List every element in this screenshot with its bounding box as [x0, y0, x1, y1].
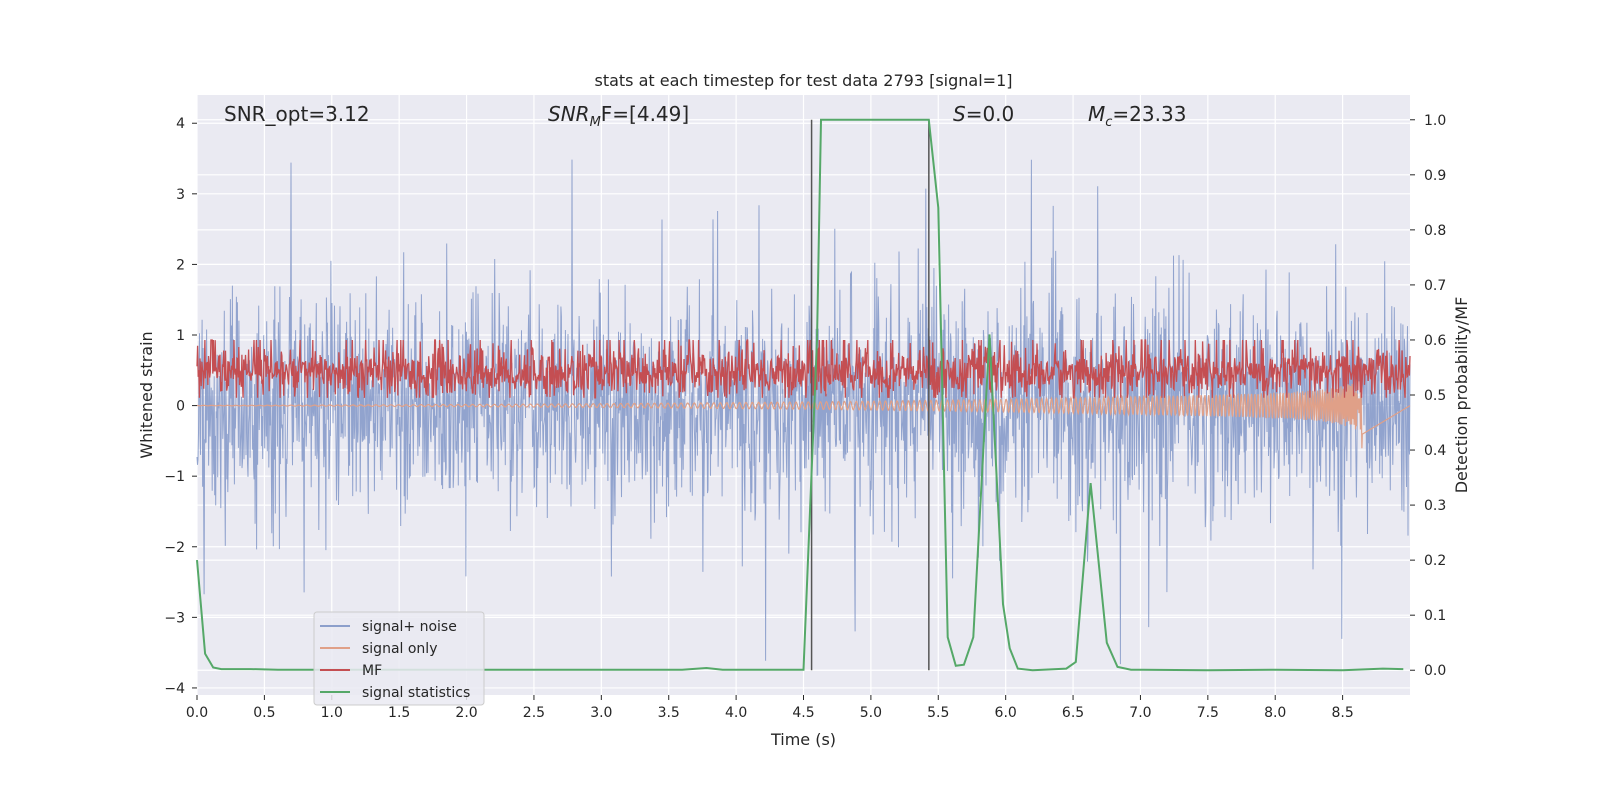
- vertical-markers: [810, 119, 930, 671]
- annotation-mc-rest: =23.33: [1112, 102, 1186, 126]
- annotation-snr-mf: SNRMF=[4.49]: [548, 102, 689, 130]
- annotation-mc-main: M: [1088, 102, 1105, 126]
- y-right-tick-label: 0.2: [1424, 553, 1446, 569]
- y-right-tick-label: 0.6: [1424, 333, 1446, 349]
- grid: [196, 95, 1410, 695]
- annotation-snr-mf-rest: F=[4.49]: [601, 102, 689, 126]
- y-left-tick-label: −3: [164, 610, 185, 626]
- annotation-s: S=0.0: [953, 102, 1014, 126]
- chart-title: stats at each timestep for test data 279…: [594, 71, 1012, 90]
- annotation-s-main: S: [953, 102, 966, 126]
- x-tick-label: 5.0: [860, 705, 882, 721]
- annotation-s-rest: =0.0: [966, 102, 1015, 126]
- x-tick-label: 8.5: [1331, 705, 1353, 721]
- x-tick-label: 4.5: [792, 705, 814, 721]
- axes: 0.0 0.5 1.0 1.5 2.0 2.5 3.0 3.5 4.0 4.5 5.0 5.5 6.0 6…: [164, 113, 1446, 721]
- y-right-tick-label: 0.9: [1424, 168, 1446, 184]
- x-tick-label: 0.5: [253, 705, 275, 721]
- y-right-tick-label: 0.1: [1424, 608, 1446, 624]
- x-tick-label: 7.0: [1129, 705, 1151, 721]
- x-tick-label: 1.5: [388, 705, 410, 721]
- y-left-tick-label: 2: [176, 257, 185, 273]
- x-tick-label: 2.5: [523, 705, 545, 721]
- y-right-tick-label: 0.4: [1424, 443, 1446, 459]
- x-tick-label: 3.0: [590, 705, 612, 721]
- annotation-snr-mf-sub: M: [590, 115, 601, 130]
- legend-entry: signal only: [362, 641, 437, 657]
- legend-entry: signal+ noise: [362, 619, 457, 635]
- x-tick-label: 6.0: [995, 705, 1017, 721]
- y-left-tick-label: 0: [176, 399, 185, 415]
- legend: signal+ noise signal only MF signal statist…: [313, 611, 485, 706]
- y-left-tick-label: −4: [164, 681, 185, 697]
- series-mf: [196, 339, 1411, 399]
- y-left-tick-label: 3: [176, 187, 185, 203]
- x-tick-label: 5.5: [927, 705, 949, 721]
- y-left-tick-label: −2: [164, 540, 185, 556]
- x-tick-label: 1.0: [321, 705, 343, 721]
- signal-noise-line: [196, 159, 1411, 665]
- y-right-tick-label: 1.0: [1424, 113, 1446, 129]
- legend-frame: [313, 611, 485, 706]
- annotation-mc-sub: c: [1105, 115, 1112, 130]
- y-right-tick-label: 0.3: [1424, 498, 1446, 514]
- y-right-tick-label: 0.5: [1424, 388, 1446, 404]
- y-left-tick-label: −1: [164, 469, 185, 485]
- x-tick-label: 7.5: [1197, 705, 1219, 721]
- y-right-tick-label: 0.8: [1424, 223, 1446, 239]
- y-left-tick-label: 4: [176, 116, 185, 132]
- legend-entry: MF: [362, 663, 382, 679]
- annotation-mc: Mc=23.33: [1088, 102, 1186, 130]
- x-tick-label: 8.0: [1264, 705, 1286, 721]
- annotation-snr-opt: SNR_opt=3.12: [224, 102, 370, 126]
- y-axis-label-left: Whitened strain: [137, 331, 156, 458]
- mf-line: [196, 339, 1411, 399]
- y-right-tick-label: 0.7: [1424, 278, 1446, 294]
- x-tick-label: 0.0: [186, 705, 208, 721]
- x-tick-label: 4.0: [725, 705, 747, 721]
- x-tick-label: 2.0: [455, 705, 477, 721]
- legend-entry: signal statistics: [362, 685, 470, 701]
- y-right-tick-label: 0.0: [1424, 663, 1446, 679]
- y-left-tick-label: 1: [176, 328, 185, 344]
- x-axis-label: Time (s): [770, 730, 836, 749]
- signal-only-line: [197, 369, 1411, 449]
- x-tick-label: 3.5: [658, 705, 680, 721]
- series-signal-noise: [196, 159, 1411, 665]
- series-signal-only: [197, 369, 1411, 449]
- y-axis-label-right: Detection probability/MF: [1452, 297, 1471, 494]
- annotation-snr-mf-main: SNR: [548, 102, 590, 126]
- x-tick-label: 6.5: [1062, 705, 1084, 721]
